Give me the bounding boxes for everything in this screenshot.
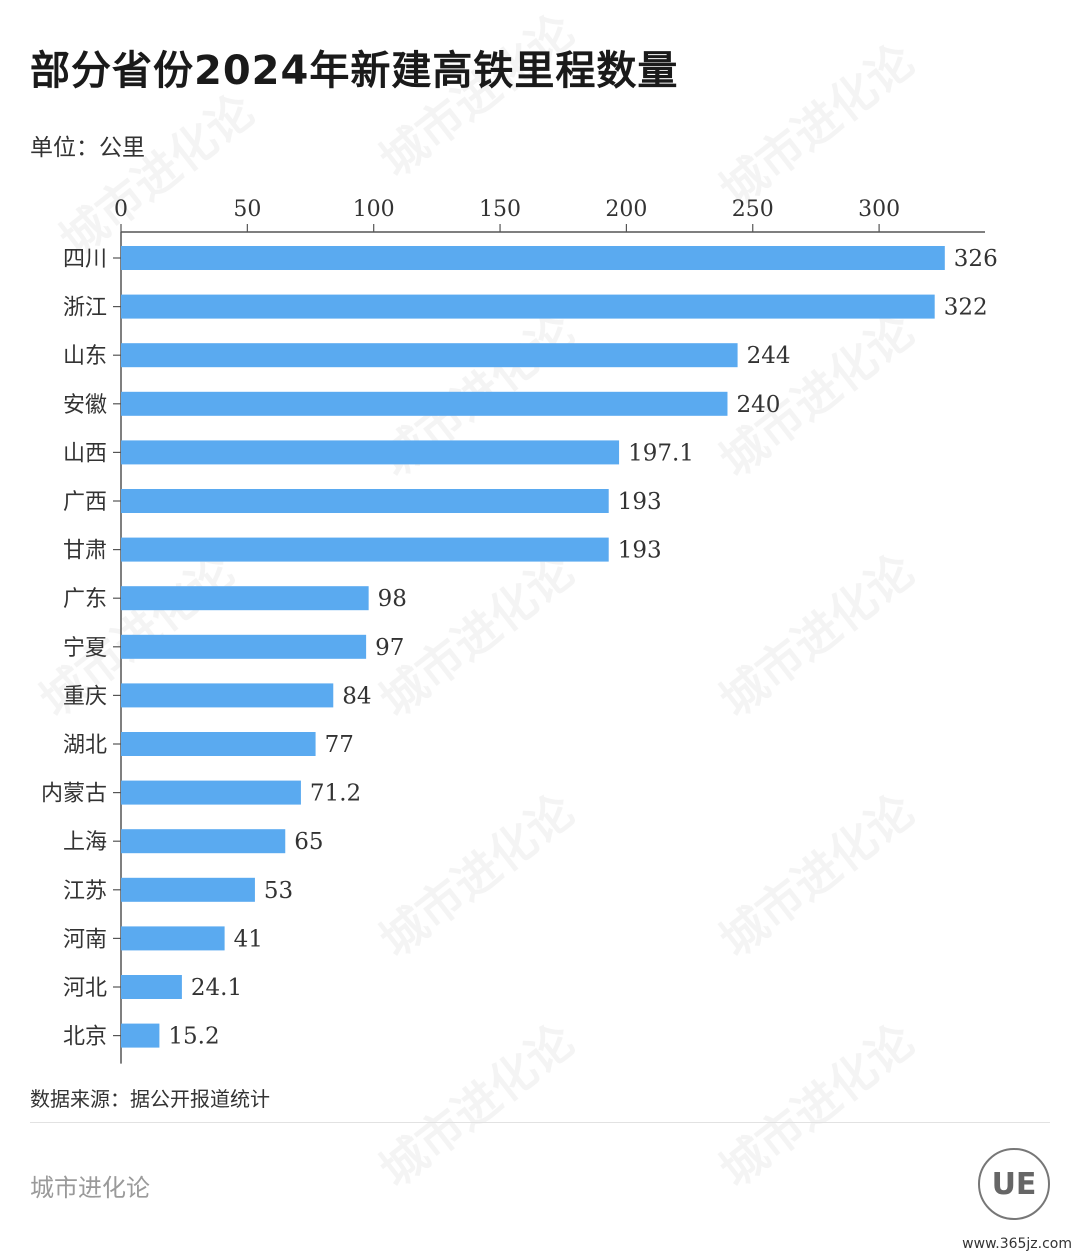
bar: [121, 732, 316, 756]
category-label: 宁夏: [63, 636, 107, 661]
x-tick-label: 100: [353, 197, 395, 222]
data-label: 322: [944, 295, 988, 321]
bar: [121, 926, 225, 951]
category-label: 甘肃: [63, 539, 107, 564]
data-label: 244: [747, 343, 791, 369]
bar: [121, 780, 301, 805]
category-label: 河北: [63, 976, 107, 1001]
x-tick-label: 250: [732, 197, 774, 222]
data-label: 98: [378, 586, 407, 612]
x-tick-label: 200: [605, 197, 647, 222]
bar: [121, 246, 945, 270]
data-label: 65: [294, 829, 323, 855]
category-label: 上海: [63, 830, 107, 855]
data-label: 240: [736, 392, 780, 418]
data-source-note: 数据来源：据公开报道统计: [30, 1087, 270, 1111]
data-label: 193: [618, 538, 662, 564]
category-label: 江苏: [63, 879, 107, 904]
bar: [121, 537, 609, 562]
logo-text: UE: [991, 1166, 1037, 1202]
category-label: 重庆: [63, 684, 107, 709]
site-url: www.365jz.com: [962, 1236, 1072, 1252]
chart-title: 部分省份2024年新建高铁里程数量: [30, 48, 679, 94]
data-label: 41: [234, 926, 263, 952]
bar: [121, 391, 728, 416]
data-label: 71.2: [310, 781, 361, 807]
footer-divider: [30, 1122, 1050, 1123]
category-label: 广东: [63, 587, 107, 612]
category-label: 湖北: [63, 733, 107, 758]
bar: [121, 440, 620, 465]
unit-label: 单位：公里: [30, 135, 145, 161]
bar-chart: 0 50 100 150 200 250 300 四川 326 浙江 322 山东 244 安徽 240 山西…: [41, 197, 998, 1064]
x-tick-label: 300: [858, 197, 900, 222]
bar: [121, 877, 255, 902]
category-label: 安徽: [63, 393, 107, 418]
bar: [121, 634, 367, 659]
bar: [121, 343, 738, 368]
bar: [121, 975, 182, 999]
category-label: 内蒙古: [41, 782, 107, 807]
bar: [121, 586, 369, 611]
bar: [121, 683, 334, 708]
data-label: 77: [325, 732, 354, 758]
category-label: 山东: [63, 344, 107, 369]
brand-name: 城市进化论: [30, 1174, 150, 1202]
data-label: 326: [954, 246, 998, 272]
data-label: 193: [618, 489, 662, 515]
x-tick-label: 0: [114, 197, 128, 222]
category-label: 广西: [63, 490, 107, 515]
x-tick-label: 50: [233, 197, 261, 222]
bar: [121, 489, 609, 513]
category-label: 北京: [63, 1025, 107, 1050]
data-label: 15.2: [168, 1024, 219, 1050]
category-label: 河南: [63, 927, 107, 952]
data-label: 24.1: [191, 975, 242, 1001]
x-tick-label: 150: [479, 197, 521, 222]
brand-logo: UE: [978, 1148, 1050, 1220]
data-label: 197.1: [628, 440, 694, 466]
bar: [121, 829, 286, 854]
bar: [121, 294, 935, 319]
bar: [121, 1023, 160, 1048]
category-label: 山西: [63, 441, 107, 466]
data-label: 84: [342, 683, 371, 709]
data-label: 53: [264, 878, 293, 904]
category-label: 四川: [63, 247, 107, 272]
data-label: 97: [375, 635, 404, 661]
category-label: 浙江: [63, 296, 107, 321]
